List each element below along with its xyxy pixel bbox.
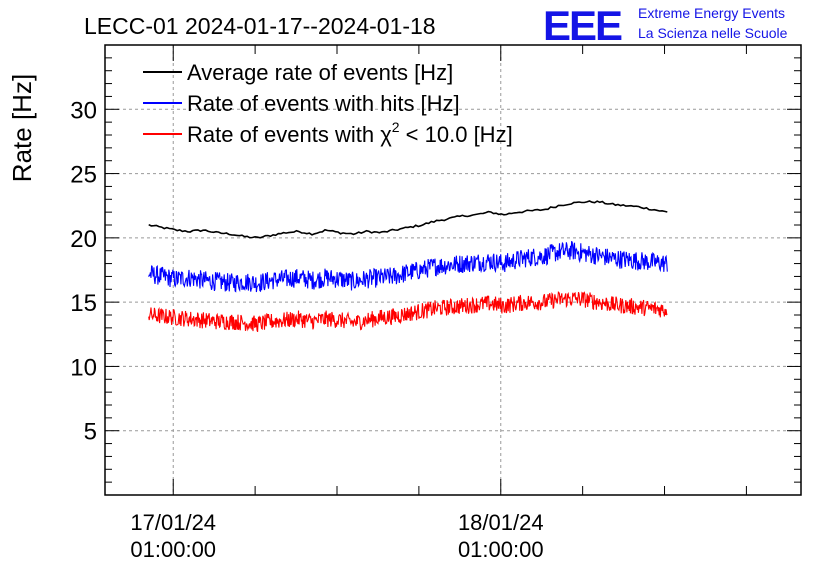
legend-item-chi2: Rate of events with χ2 < 10.0 [Hz]: [143, 119, 513, 147]
org-name-line2: La Scienza nelle Scuole: [638, 25, 788, 41]
legend-label-chi2: Rate of events with χ2 < 10.0 [Hz]: [187, 119, 513, 147]
y-tick-label: 25: [70, 162, 97, 189]
x-tick-date: 18/01/24: [458, 510, 544, 535]
y-tick-label: 20: [70, 226, 97, 253]
y-tick-label: 5: [84, 419, 97, 446]
legend-label-hits: Rate of events with hits [Hz]: [187, 91, 460, 116]
legend-item-average: Average rate of events [Hz]: [143, 60, 453, 85]
x-tick-time: 01:00:00: [130, 537, 216, 562]
chart-title: LECC-01 2024-01-17--2024-01-18: [84, 13, 436, 39]
y-tick-label: 10: [70, 354, 97, 381]
y-tick-labels: 5 10 15 20 25 30: [70, 97, 97, 445]
y-tick-label: 30: [70, 97, 97, 124]
series-hits-line: [148, 240, 668, 293]
plot-frame: [104, 44, 802, 496]
x-tick-date: 17/01/24: [130, 510, 216, 535]
series-average-line: [148, 200, 668, 239]
axis-ticks: [105, 45, 801, 495]
legend: Average rate of events [Hz] Rate of even…: [143, 60, 513, 147]
legend-item-hits: Rate of events with hits [Hz]: [143, 91, 460, 116]
series-chi2-line: [148, 291, 668, 332]
y-axis-label: Rate [Hz]: [7, 74, 37, 182]
org-name-line1: Extreme Energy Events: [638, 5, 785, 21]
y-tick-label: 15: [70, 290, 97, 317]
x-tick-time: 01:00:00: [458, 537, 544, 562]
series-layer: [148, 200, 668, 332]
legend-label-average: Average rate of events [Hz]: [187, 60, 453, 85]
eee-logo: EEE Extreme Energy Events La Scienza nel…: [543, 2, 788, 49]
eee-logo-text: EEE: [543, 2, 622, 49]
